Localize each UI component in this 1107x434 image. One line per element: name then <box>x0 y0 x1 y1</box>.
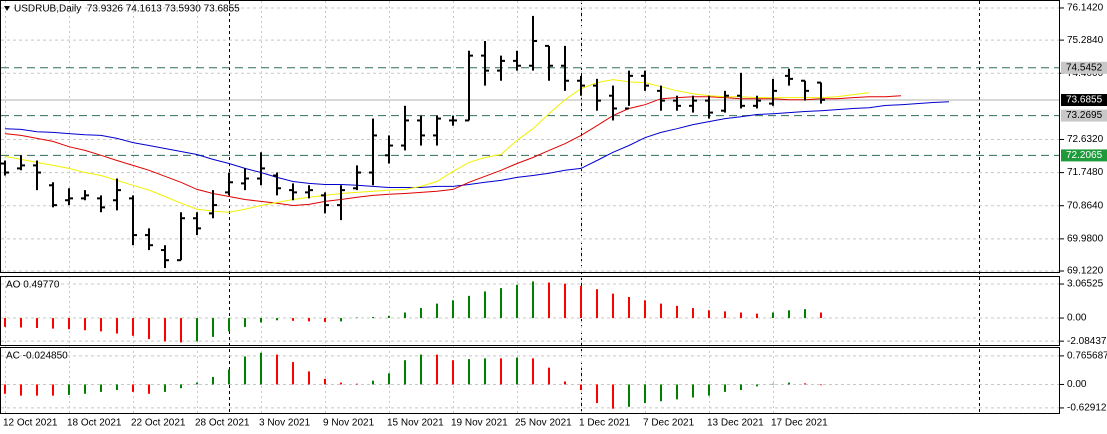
y-tick-label: 76.1420 <box>1067 3 1104 14</box>
ac-frame <box>0 347 1060 414</box>
y-tick-label: 70.8640 <box>1067 200 1104 211</box>
level-price-label: 73.2695 <box>1066 110 1103 121</box>
x-tick-label: 12 Oct 2021 <box>3 418 58 429</box>
x-tick-label: 15 Nov 2021 <box>387 418 444 429</box>
level-price-box <box>1061 109 1107 122</box>
panel-frames <box>0 0 1060 414</box>
ao-frame <box>0 276 1060 346</box>
x-tick-label: 1 Dec 2021 <box>579 418 631 429</box>
x-tick-label: 19 Nov 2021 <box>451 418 508 429</box>
level-price-label: 72.2065 <box>1066 150 1103 161</box>
y-tick-label: 72.6320 <box>1067 134 1104 145</box>
x-tick-label: 18 Oct 2021 <box>67 418 122 429</box>
last-price-box <box>1061 94 1107 107</box>
ao-label: AO 0.49770 <box>6 280 60 291</box>
x-tick-label: 13 Dec 2021 <box>707 418 764 429</box>
y-tick-label: 3.06525 <box>1067 279 1104 290</box>
y-tick-label: 0.765687 <box>1067 351 1107 362</box>
ac-label: AC -0.024850 <box>6 351 68 362</box>
y-tick-label: -0.629128 <box>1067 403 1107 414</box>
x-tick-label: 28 Oct 2021 <box>195 418 250 429</box>
last-price-label: 73.6855 <box>1066 95 1103 106</box>
y-tick-label: 71.7480 <box>1067 167 1104 178</box>
chart-header: USDRUB,Daily 73.9326 74.1613 73.5930 73.… <box>14 4 240 15</box>
y-tick-label: 0.00 <box>1067 313 1087 324</box>
main-frame <box>0 0 1060 273</box>
x-tick-label: 22 Oct 2021 <box>131 418 186 429</box>
x-tick-label: 17 Dec 2021 <box>771 418 828 429</box>
y-tick-label: 75.2840 <box>1067 35 1104 46</box>
y-tick-label: 0.00 <box>1067 379 1087 390</box>
moving-average-line <box>4 101 950 188</box>
x-tick-label: 7 Dec 2021 <box>643 418 695 429</box>
x-tick-label: 9 Nov 2021 <box>323 418 375 429</box>
x-tick-label: 3 Nov 2021 <box>259 418 311 429</box>
symbol-menu-icon[interactable] <box>4 6 10 11</box>
moving-average-line <box>4 95 902 207</box>
y-tick-label: 69.1220 <box>1067 266 1104 277</box>
y-tick-label: 69.9800 <box>1067 233 1104 244</box>
level-price-label: 74.5452 <box>1066 62 1103 73</box>
y-tick-label: -2.08437 <box>1067 336 1107 347</box>
level-price-box <box>1061 149 1107 162</box>
x-tick-label: 25 Nov 2021 <box>515 418 572 429</box>
level-price-box <box>1061 61 1107 74</box>
